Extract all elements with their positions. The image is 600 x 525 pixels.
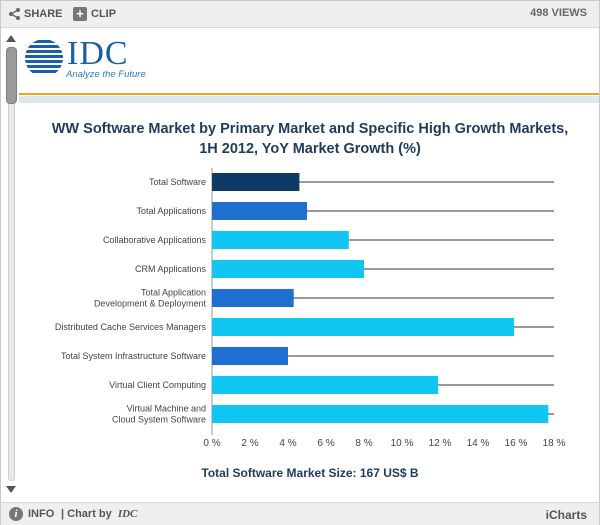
- bar: [212, 405, 549, 423]
- scroll-thumb[interactable]: [6, 47, 17, 104]
- chart-title-line-1: WW Software Market by Primary Market and…: [51, 121, 569, 137]
- category-label: Distributed Cache Services Managers: [55, 322, 207, 332]
- logo-tagline: Analyze the Future: [66, 69, 146, 80]
- top-toolbar: SHARE + CLIP 498 VIEWS: [1, 1, 599, 28]
- share-label: SHARE: [24, 8, 63, 20]
- share-icon: [9, 8, 20, 20]
- share-button[interactable]: SHARE: [9, 6, 63, 22]
- category-label: Total Application Development & Deploymen…: [94, 288, 207, 309]
- x-tick-label: 8 %: [355, 438, 372, 449]
- header-band: [19, 96, 599, 103]
- chart-title: WW Software Market by Primary Market and…: [21, 119, 599, 159]
- clip-button[interactable]: + CLIP: [73, 6, 116, 22]
- x-tick-label: 2 %: [241, 438, 258, 449]
- vertical-scrollbar[interactable]: [5, 35, 17, 493]
- bar: [212, 376, 439, 394]
- bar: [212, 347, 288, 365]
- x-tick-label: 18 %: [543, 438, 566, 449]
- idc-logo: IDC Analyze the Future: [23, 35, 153, 81]
- x-tick-label: 6 %: [317, 438, 334, 449]
- x-tick-label: 12 %: [429, 438, 452, 449]
- x-tick-label: 0 %: [203, 438, 220, 449]
- x-tick-label: 10 %: [391, 438, 414, 449]
- bar: [212, 318, 515, 336]
- plus-icon: +: [73, 7, 87, 21]
- chart-by-credit: | Chart by IDC: [61, 508, 137, 520]
- views-count: 498 VIEWS: [530, 7, 587, 19]
- bottom-toolbar: i INFO | Chart by IDC iCharts: [1, 502, 599, 525]
- bar: [212, 231, 349, 249]
- scroll-up-arrow-icon[interactable]: [6, 35, 16, 42]
- chart-by-brand: IDC: [117, 508, 138, 520]
- scroll-down-arrow-icon[interactable]: [6, 486, 16, 493]
- bar: [212, 289, 294, 307]
- info-button[interactable]: INFO: [28, 508, 55, 520]
- category-label: Collaborative Applications: [103, 235, 207, 245]
- category-label: Total Software: [149, 177, 206, 187]
- clip-label: CLIP: [91, 8, 117, 20]
- bar: [212, 202, 307, 220]
- x-tick-label: 14 %: [467, 438, 490, 449]
- bar-chart: Total Software Total Applications Collabor…: [55, 168, 566, 449]
- logo-wordmark: IDC: [67, 35, 129, 72]
- market-size-caption: Total Software Market Size: 167 US$ B: [201, 466, 419, 480]
- x-tick-label: 16 %: [505, 438, 528, 449]
- category-label: Virtual Client Computing: [109, 380, 206, 390]
- category-label: Total Applications: [136, 206, 206, 216]
- chart-title-text: WW Software Market by Primary Market and…: [21, 119, 599, 159]
- info-icon[interactable]: i: [9, 507, 23, 521]
- x-tick-label: 4 %: [279, 438, 296, 449]
- chart-title-line-2: 1H 2012, YoY Market Growth (%): [199, 141, 421, 157]
- bar: [212, 173, 300, 191]
- category-label: Virtual Machine and Cloud System Software: [112, 404, 206, 425]
- category-label: Total System Infrastructure Software: [61, 351, 206, 361]
- icharts-link[interactable]: iCharts: [545, 508, 587, 522]
- category-label: CRM Applications: [135, 264, 207, 274]
- globe-icon: [25, 40, 63, 73]
- header-accent-rule: [19, 93, 599, 95]
- bar: [212, 260, 364, 278]
- chart-by-label: | Chart by: [61, 508, 112, 520]
